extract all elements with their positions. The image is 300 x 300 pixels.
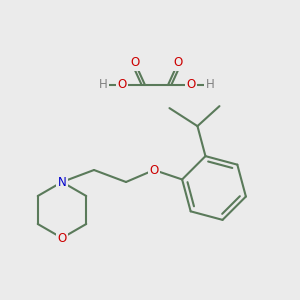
Text: O: O <box>186 79 196 92</box>
Text: H: H <box>206 79 214 92</box>
Text: O: O <box>173 56 183 70</box>
Text: O: O <box>130 56 140 70</box>
Text: O: O <box>57 232 67 244</box>
Text: N: N <box>58 176 66 188</box>
Text: O: O <box>117 79 127 92</box>
Text: H: H <box>99 79 107 92</box>
Text: O: O <box>149 164 159 176</box>
